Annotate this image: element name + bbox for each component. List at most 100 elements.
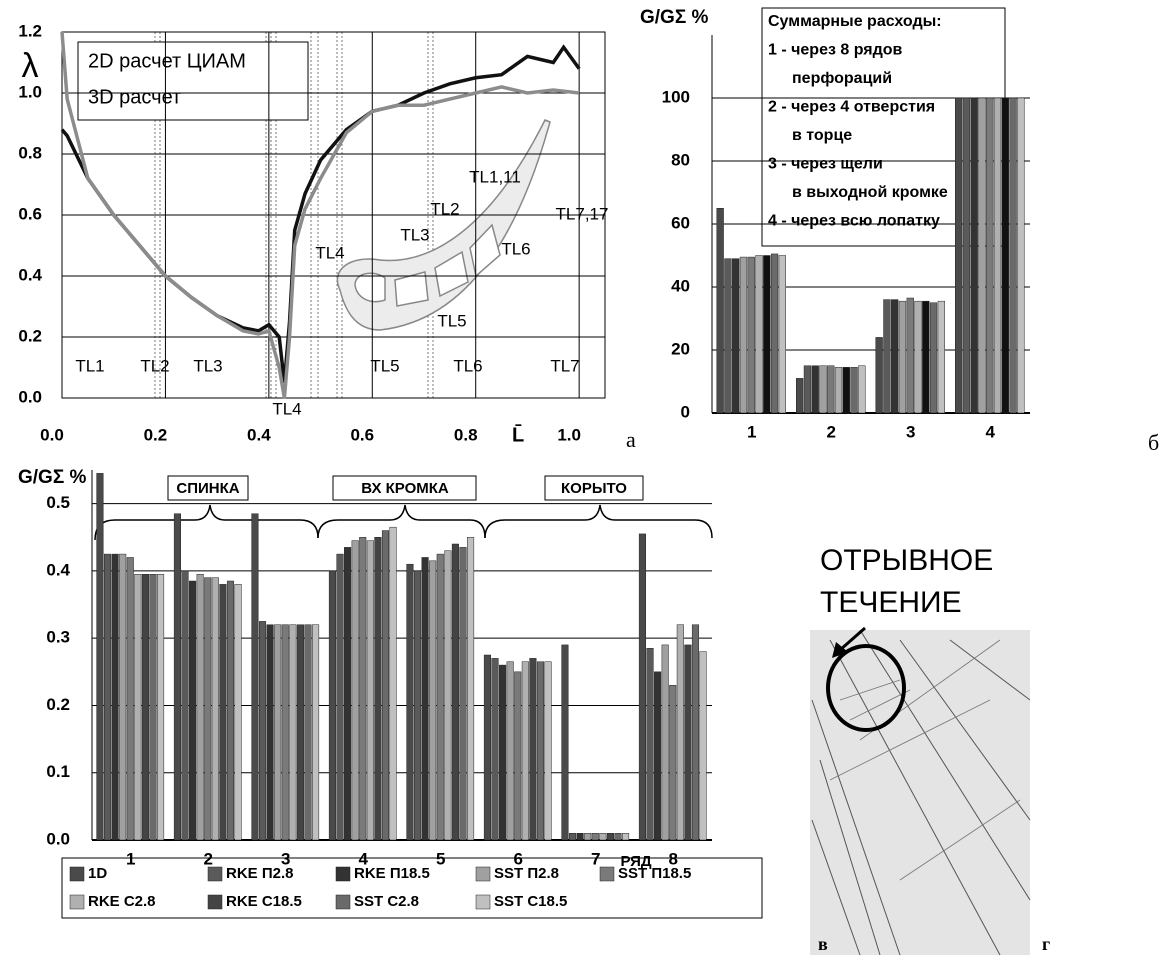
y-tick-label: 0.4: [18, 265, 42, 284]
image-title: ТЕЧЕНИЕ: [820, 586, 962, 619]
blade: [337, 120, 550, 330]
bar: [725, 259, 732, 413]
note: 3 - через щели: [768, 156, 883, 173]
bar: [267, 625, 274, 840]
bar: [252, 514, 259, 840]
bar: [157, 574, 164, 840]
y-tick-label: 0: [681, 402, 690, 421]
annotation: ВХ КРОМКА: [361, 480, 449, 497]
legend-label: 3D расчет: [88, 86, 181, 108]
bar: [545, 662, 552, 840]
annotation: TL1: [75, 356, 104, 375]
y-tick-label: 0.2: [46, 695, 70, 714]
bar: [692, 625, 699, 840]
legend-label: RKE П2.8: [226, 865, 293, 882]
braces: [95, 505, 712, 540]
bar: [150, 574, 157, 840]
bar: [197, 574, 204, 840]
bar: [445, 551, 452, 840]
bar: [344, 547, 351, 840]
panel-label: в: [818, 934, 828, 954]
y-tick-label: 0.2: [18, 326, 42, 345]
x-tick-label: 7: [591, 849, 600, 868]
bar: [204, 578, 211, 840]
bar: [915, 301, 922, 413]
legend-label: SST П18.5: [618, 865, 691, 882]
bar: [259, 621, 266, 840]
y-tick-label: 80: [671, 150, 690, 169]
bar: [305, 625, 312, 840]
legend-swatch: [336, 895, 350, 909]
bar: [876, 337, 883, 413]
bar: [779, 256, 786, 414]
bar: [1010, 98, 1017, 413]
bar: [484, 655, 491, 840]
bar: [647, 648, 654, 840]
bar: [507, 662, 514, 840]
x-tick-label: 0.4: [247, 425, 271, 444]
bar: [522, 662, 529, 840]
note: в выходной кромке: [792, 184, 948, 201]
bar: [922, 301, 929, 413]
panel-label: б: [1148, 430, 1159, 455]
y-tick-label: 0.5: [46, 493, 70, 512]
bar: [812, 366, 819, 413]
bar: [337, 554, 344, 840]
bar: [390, 527, 397, 840]
bar: [460, 547, 467, 840]
panel-label: а: [626, 427, 636, 452]
annotation: TL4: [272, 399, 301, 418]
bar: [843, 367, 850, 413]
bar: [112, 554, 119, 840]
bar: [530, 658, 537, 840]
bar: [97, 473, 104, 840]
bar: [492, 658, 499, 840]
bar: [748, 257, 755, 413]
bar: [422, 557, 429, 840]
annotation: TL2: [430, 199, 459, 218]
bar: [1002, 98, 1009, 413]
bar: [796, 378, 803, 413]
bar: [899, 301, 906, 413]
x-tick-label: 1.0: [557, 425, 581, 444]
y-tick-label: 0.4: [46, 560, 70, 579]
x-tick-label: 2: [827, 422, 836, 441]
bar: [600, 833, 607, 840]
annotation: TL4: [315, 243, 344, 262]
legend-swatch: [600, 867, 614, 881]
bar: [615, 833, 622, 840]
bar: [104, 554, 111, 840]
annotation: TL7,17: [556, 204, 609, 223]
bar: [771, 254, 778, 413]
flow-image: [810, 628, 1030, 955]
bar: [297, 625, 304, 840]
bar: [963, 98, 970, 413]
note: перфораций: [792, 70, 892, 87]
bar: [212, 578, 219, 840]
bar: [858, 366, 865, 413]
bar: [820, 366, 827, 413]
annotation: TL2: [140, 356, 169, 375]
bar: [499, 665, 506, 840]
bar: [622, 833, 629, 840]
x-tick-label: 0.0: [40, 425, 64, 444]
legend-swatch: [476, 895, 490, 909]
bar: [367, 541, 374, 840]
bar: [804, 366, 811, 413]
bar: [685, 645, 692, 840]
bar: [639, 534, 646, 840]
bar: [938, 301, 945, 413]
y-tick-label: 100: [662, 87, 690, 106]
y-tick-label: 0.8: [18, 143, 42, 162]
bar: [569, 833, 576, 840]
bar: [907, 298, 914, 413]
bar: [352, 541, 359, 840]
bar: [437, 554, 444, 840]
bar: [537, 662, 544, 840]
annotation: TL5: [437, 311, 466, 330]
x-tick-label: 1: [126, 849, 135, 868]
y-tick-label: 1.2: [18, 21, 42, 40]
x-tick-label: 2: [204, 849, 213, 868]
bar: [452, 544, 459, 840]
annotation: TL6: [453, 356, 482, 375]
